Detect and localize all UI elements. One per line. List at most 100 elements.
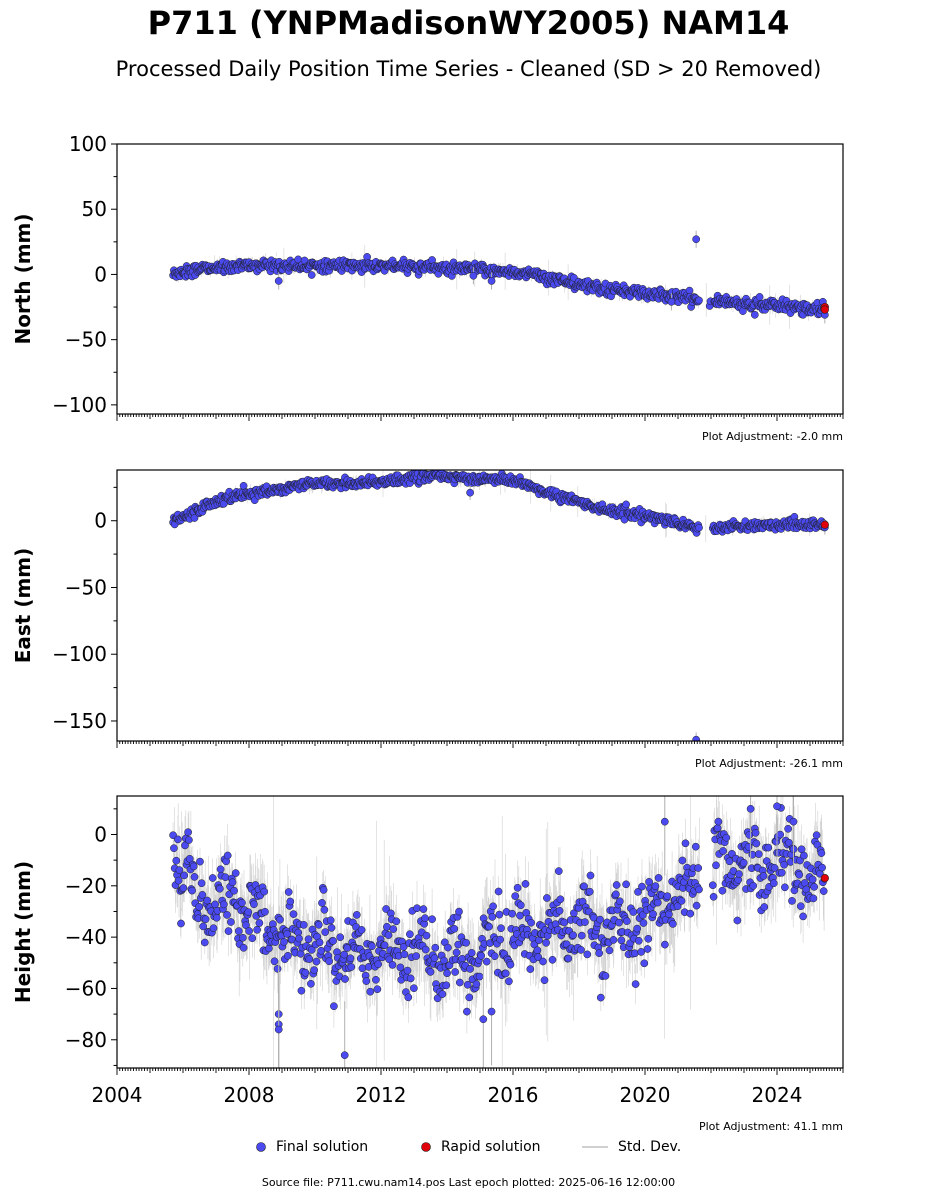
final-point	[691, 842, 700, 851]
final-point	[404, 993, 413, 1002]
final-point	[477, 951, 486, 960]
final-point	[739, 307, 747, 315]
outlier-point	[487, 277, 496, 285]
final-point	[630, 949, 639, 958]
final-point	[506, 960, 515, 969]
final-point	[497, 924, 505, 933]
final-point	[330, 1002, 338, 1011]
final-point	[273, 964, 282, 973]
final-point	[189, 862, 198, 871]
final-point	[388, 961, 397, 969]
final-point	[196, 857, 204, 866]
final-point	[639, 919, 648, 927]
final-point	[653, 898, 662, 907]
legend-final-label: Final solution	[276, 1139, 369, 1155]
final-point	[654, 874, 663, 882]
final-point	[644, 934, 653, 943]
outlier-point	[487, 1007, 496, 1016]
final-point	[443, 969, 451, 978]
final-point	[174, 835, 182, 844]
panel-1: −100 −50 0 50 100 North (mm) Plot Adjustment: …	[11, 132, 844, 443]
final-point	[219, 900, 228, 909]
final-point	[421, 914, 429, 923]
final-point	[203, 896, 212, 905]
final-point	[501, 969, 510, 978]
final-point	[673, 902, 682, 911]
y-tick-label: −60	[65, 976, 107, 1000]
final-point	[250, 900, 258, 909]
final-point	[299, 921, 308, 929]
final-point	[681, 839, 690, 848]
final-point	[442, 981, 451, 990]
y-tick-label: −80	[65, 1028, 107, 1052]
final-point	[228, 878, 237, 887]
y-tick-label: −50	[65, 575, 107, 599]
plot-frame	[116, 143, 844, 415]
outlier-point	[667, 297, 676, 306]
final-point	[496, 935, 505, 944]
x-tick-label: 2008	[224, 1083, 275, 1107]
y-axis-label: East (mm)	[11, 548, 35, 664]
final-point	[722, 833, 731, 842]
y-tick-label: −150	[52, 709, 107, 733]
legend-rapid-label: Rapid solution	[441, 1139, 541, 1155]
final-point	[329, 937, 337, 945]
rapid-marker-icon	[421, 1142, 431, 1152]
final-point	[380, 941, 389, 950]
final-point	[633, 924, 642, 933]
final-point	[812, 831, 821, 840]
final-point	[231, 869, 240, 877]
final-point	[527, 918, 535, 927]
legend-stddev-label: Std. Dev.	[618, 1139, 682, 1155]
final-point	[190, 873, 199, 881]
final-point	[201, 915, 210, 924]
final-point	[451, 968, 459, 976]
final-point	[818, 863, 826, 872]
final-point	[631, 980, 640, 988]
final-point	[764, 843, 773, 852]
final-point	[455, 907, 463, 916]
final-point	[718, 886, 727, 895]
final-point	[185, 854, 194, 863]
final-point	[199, 922, 208, 931]
final-point	[640, 959, 649, 968]
final-point	[406, 974, 415, 983]
final-point	[422, 931, 431, 940]
final-solution-points	[169, 470, 829, 537]
outlier-point	[692, 735, 700, 741]
final-point	[255, 919, 264, 927]
final-point	[347, 963, 356, 971]
final-point	[321, 928, 330, 936]
final-point	[366, 987, 375, 996]
final-point	[438, 990, 447, 998]
final-point	[516, 901, 525, 910]
final-point	[569, 931, 577, 940]
final-point	[695, 296, 703, 305]
final-point	[216, 865, 225, 874]
final-solution-points	[169, 804, 829, 1016]
final-point	[358, 964, 367, 973]
final-point	[810, 883, 819, 891]
final-point	[430, 954, 439, 962]
final-point	[170, 844, 178, 853]
plot-adjustment-note: Plot Adjustment: 41.1 mm	[699, 1120, 843, 1133]
final-point	[760, 903, 769, 911]
final-point	[238, 898, 246, 907]
final-point	[583, 950, 592, 959]
final-point	[709, 892, 718, 901]
final-point	[769, 879, 778, 888]
final-point	[795, 870, 804, 879]
final-point	[312, 957, 321, 966]
x-tick-label: 2004	[92, 1083, 143, 1107]
final-point	[392, 917, 401, 926]
final-point	[283, 930, 291, 938]
final-point	[749, 881, 758, 890]
final-point	[739, 858, 748, 867]
final-point	[346, 954, 355, 963]
final-point	[796, 902, 805, 911]
final-point	[511, 892, 520, 900]
final-point	[694, 864, 703, 872]
final-point	[413, 904, 421, 913]
final-point	[554, 867, 563, 875]
final-point	[634, 888, 642, 896]
